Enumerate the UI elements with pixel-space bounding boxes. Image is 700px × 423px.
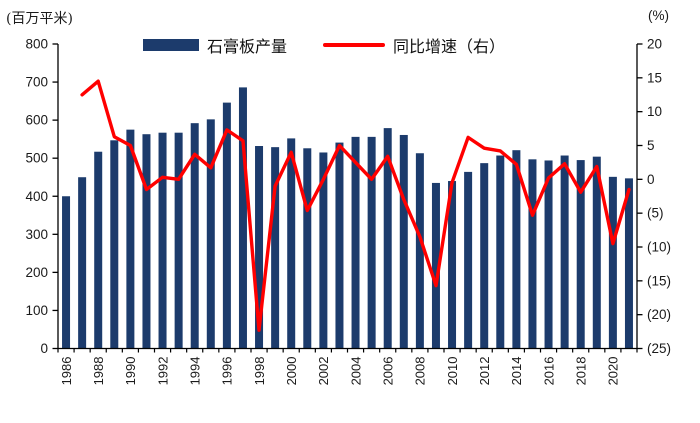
left-axis-tick-label: 700 <box>25 75 48 90</box>
bar-2011 <box>464 171 473 349</box>
bar-1999 <box>271 147 280 349</box>
bar-1987 <box>78 177 87 349</box>
bar-2006 <box>383 128 392 349</box>
bar-2019 <box>592 156 601 349</box>
bar-2018 <box>576 160 585 349</box>
left-axis-tick-label: 100 <box>25 303 48 318</box>
x-axis-year-label: 2002 <box>316 357 331 386</box>
x-axis-year-label: 2004 <box>348 357 363 386</box>
x-axis-year-label: 2008 <box>413 357 428 386</box>
bar-2008 <box>415 153 424 349</box>
bar-2009 <box>431 182 440 349</box>
left-axis-unit-label: (百万平米) <box>6 11 73 27</box>
legend: 石膏板产量 同比增速（右） <box>143 33 505 57</box>
legend-item-growth: 同比增速（右） <box>323 33 505 57</box>
bar-1988 <box>94 151 103 349</box>
x-axis-year-label: 1992 <box>155 357 170 386</box>
x-axis-year-label: 1998 <box>252 357 267 386</box>
bar-2007 <box>399 134 408 349</box>
bar-2021 <box>624 178 633 349</box>
right-axis-tick-label: 0 <box>647 172 655 187</box>
x-axis-year-label: 2018 <box>574 357 589 386</box>
bar-1991 <box>142 134 151 349</box>
right-axis-tick-label: 20 <box>647 37 662 52</box>
bar-2016 <box>544 160 553 349</box>
x-axis-year-label: 1986 <box>59 357 74 386</box>
legend-bar-swatch <box>143 39 199 51</box>
bar-1997 <box>238 87 247 349</box>
bar-2005 <box>367 136 376 349</box>
legend-line-swatch <box>323 43 386 47</box>
bar-2002 <box>319 152 328 349</box>
bar-1986 <box>62 196 71 349</box>
right-axis-tick-label: 15 <box>647 70 662 85</box>
bar-1994 <box>190 123 199 349</box>
bar-1993 <box>174 132 183 349</box>
left-axis-tick-label: 500 <box>25 151 48 166</box>
right-axis-unit-label: (%) <box>648 8 669 23</box>
left-axis-tick-label: 200 <box>25 265 48 280</box>
bar-1998 <box>255 146 264 349</box>
bar-1989 <box>110 140 119 349</box>
left-axis-tick-label: 400 <box>25 189 48 204</box>
x-axis-year-label: 2020 <box>606 357 621 386</box>
x-axis-year-label: 2000 <box>284 357 299 386</box>
bar-2017 <box>560 155 569 349</box>
left-axis-tick-label: 600 <box>25 113 48 128</box>
bar-1996 <box>222 102 231 349</box>
growth-line <box>80 79 631 332</box>
bar-2015 <box>528 159 537 349</box>
x-axis-year-label: 2014 <box>509 357 524 386</box>
left-axis-tick-label: 800 <box>25 37 48 52</box>
bar-1992 <box>158 132 167 349</box>
x-axis-year-label: 2016 <box>541 357 556 386</box>
right-axis-tick-label: (15) <box>647 273 671 288</box>
x-axis-year-label: 2006 <box>381 357 396 386</box>
bar-1990 <box>126 129 135 349</box>
bar-2004 <box>351 136 360 349</box>
bar-2013 <box>496 155 505 349</box>
legend-label-growth: 同比增速（右） <box>393 37 506 56</box>
right-axis-tick-label: (25) <box>647 341 671 356</box>
x-axis-year-label: 1990 <box>123 357 138 386</box>
bar-2012 <box>480 163 489 349</box>
x-axis-year-label: 1994 <box>188 357 203 386</box>
right-axis-tick-label: 5 <box>647 138 655 153</box>
bar-2014 <box>512 150 521 349</box>
left-axis-tick-label: 300 <box>25 227 48 242</box>
right-axis-tick-label: (20) <box>647 307 671 322</box>
right-axis-tick-label: 10 <box>647 104 662 119</box>
legend-label-production: 石膏板产量 <box>207 37 288 56</box>
x-axis-year-label: 2010 <box>445 357 460 386</box>
bar-2001 <box>303 148 312 349</box>
right-axis-tick-label: (5) <box>647 206 664 221</box>
x-axis-year-label: 1996 <box>220 357 235 386</box>
x-axis-year-label: 2012 <box>477 357 492 386</box>
left-axis-tick-label: 0 <box>40 341 48 356</box>
bar-2020 <box>608 176 617 349</box>
bar-2010 <box>448 181 457 349</box>
bar-1995 <box>206 119 215 349</box>
bar-2003 <box>335 142 344 349</box>
right-axis-tick-label: (10) <box>647 240 671 255</box>
bar-2000 <box>287 138 296 349</box>
x-axis-year-label: 1988 <box>91 357 106 386</box>
legend-item-production: 石膏板产量 <box>143 33 287 57</box>
